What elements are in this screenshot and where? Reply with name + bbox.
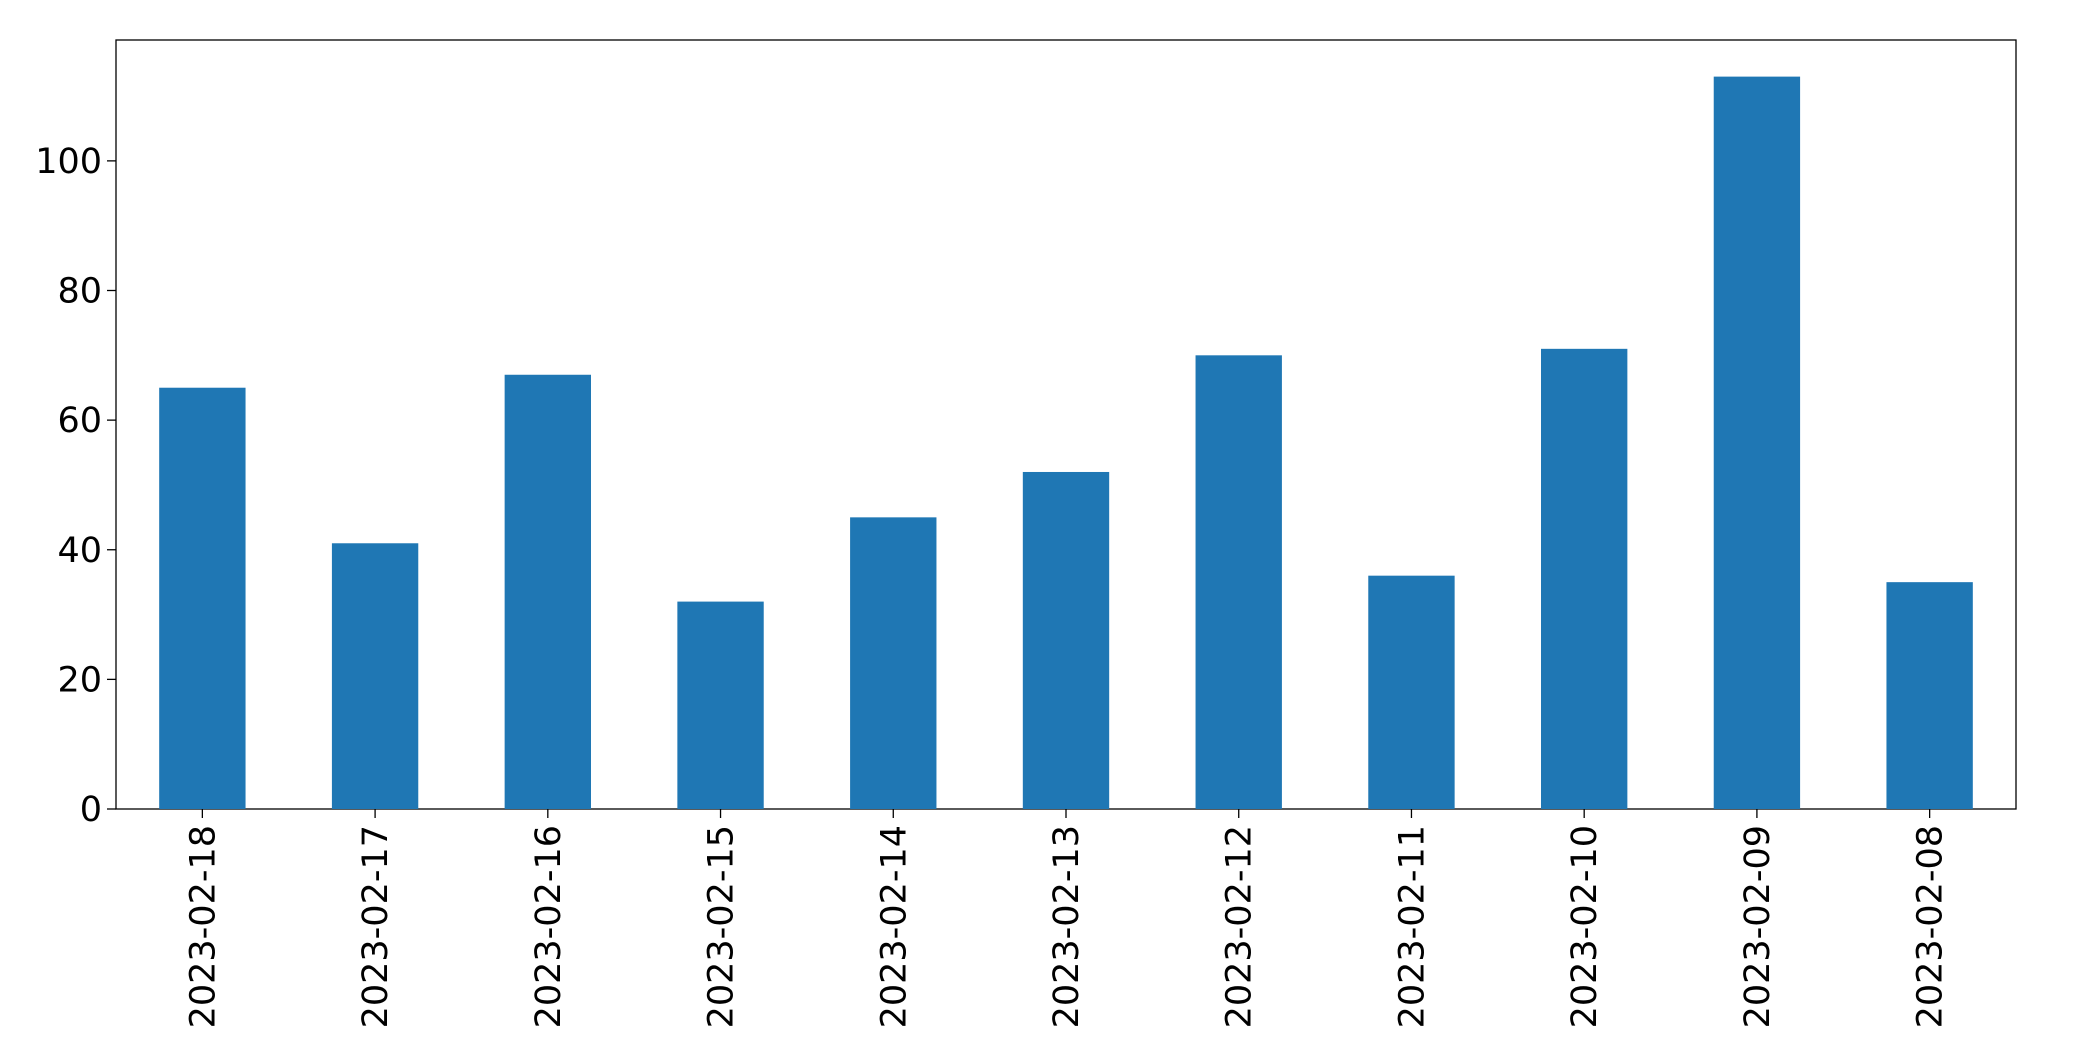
bar	[677, 601, 764, 809]
y-tick-label: 20	[57, 660, 102, 700]
bar	[159, 387, 246, 809]
y-tick-label: 80	[57, 272, 102, 312]
y-tick-label: 0	[80, 790, 102, 830]
bar	[1195, 355, 1282, 809]
y-tick-label: 60	[57, 401, 102, 441]
x-tick-label: 2023-02-12	[1220, 825, 1260, 1028]
bar	[850, 517, 937, 809]
bar	[1022, 471, 1110, 809]
y-tick-label: 100	[35, 142, 102, 182]
bar	[1541, 348, 1628, 809]
x-tick-label: 2023-02-10	[1565, 825, 1605, 1028]
bar	[331, 543, 419, 809]
x-tick-label: 2023-02-09	[1738, 825, 1778, 1028]
bar	[1368, 575, 1455, 809]
y-tick-label: 40	[57, 531, 102, 571]
x-tick-label: 2023-02-13	[1047, 825, 1087, 1028]
x-tick-label: 2023-02-15	[702, 825, 742, 1028]
x-tick-label: 2023-02-14	[874, 825, 914, 1028]
bar	[1886, 582, 1973, 809]
x-tick-label: 2023-02-11	[1392, 825, 1432, 1028]
bar	[1713, 76, 1801, 810]
bar	[504, 374, 591, 809]
x-tick-label: 2023-02-18	[183, 825, 223, 1028]
x-tick-label: 2023-02-08	[1911, 825, 1951, 1028]
x-tick-label: 2023-02-17	[356, 825, 396, 1028]
x-tick-label: 2023-02-16	[529, 825, 569, 1028]
